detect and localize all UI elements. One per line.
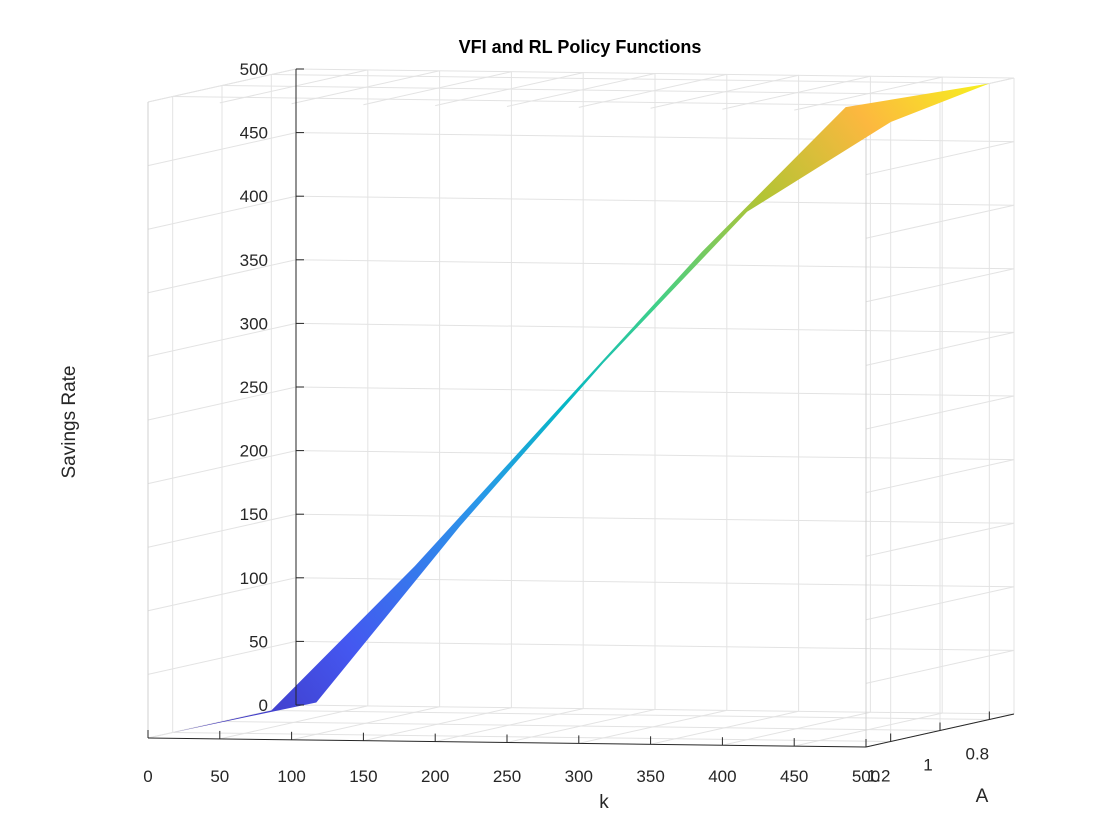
z-tick-label: 200 [240,442,268,461]
grid-line-z-back [295,513,1015,524]
k-tick-label: 150 [349,767,377,786]
z-axis-label: Savings Rate [59,365,80,478]
a-tick-label: 1.2 [867,767,891,786]
grid-line-z-back [295,450,1015,461]
grid [147,68,1015,748]
z-tick-label: 350 [240,251,268,270]
axes [147,68,1015,748]
grid-line-z-back [295,132,1015,143]
z-tick-label: 450 [240,124,268,143]
k-tick-label: 200 [421,767,449,786]
k-tick-label: 100 [277,767,305,786]
z-tick-label: 50 [249,632,268,651]
k-tick-label: 350 [636,767,664,786]
x-axis-label: k [599,792,609,813]
tick-labels: 0 50 100 150 200 250 300 350 400 450 500 0 50 100 150 2… [143,60,989,786]
k-tick-label: 300 [565,767,593,786]
grid-line-a-floor [221,721,941,731]
z-tick-label: 150 [240,505,268,524]
grid-line-a-top [221,85,941,95]
k-tick-label: 400 [708,767,736,786]
policy-surface [172,83,990,733]
z-tick-label: 400 [240,187,268,206]
z-tick-label: 500 [240,60,268,79]
z-tick-label: 250 [240,378,268,397]
k-tick-label: 50 [210,767,229,786]
grid-line-a-top [271,74,990,84]
k-tick-label: 250 [493,767,521,786]
grid-line-z-back [295,259,1015,270]
k-tick-label: 0 [143,767,152,786]
grid-line-z-back [295,640,1015,651]
grid-line-z-back [295,322,1015,333]
z-tick-label: 100 [240,569,268,588]
a-tick-label: 1 [923,756,932,775]
surface [172,83,990,733]
k-tick-label: 500 [852,767,880,786]
grid-line-a-floor [271,710,990,720]
y-axis-label: A [976,786,989,807]
grid-line-z-back [295,386,1015,397]
a-tick-label: 0.8 [966,745,990,764]
z-tick-label: 0 [259,696,268,715]
grid-line-z-back [295,195,1015,206]
z-tick-label: 300 [240,314,268,333]
grid-line-a-floor [172,732,891,742]
k-tick-label: 450 [780,767,808,786]
grid-line-a-top [172,96,891,106]
chart-title: VFI and RL Policy Functions [459,37,702,57]
